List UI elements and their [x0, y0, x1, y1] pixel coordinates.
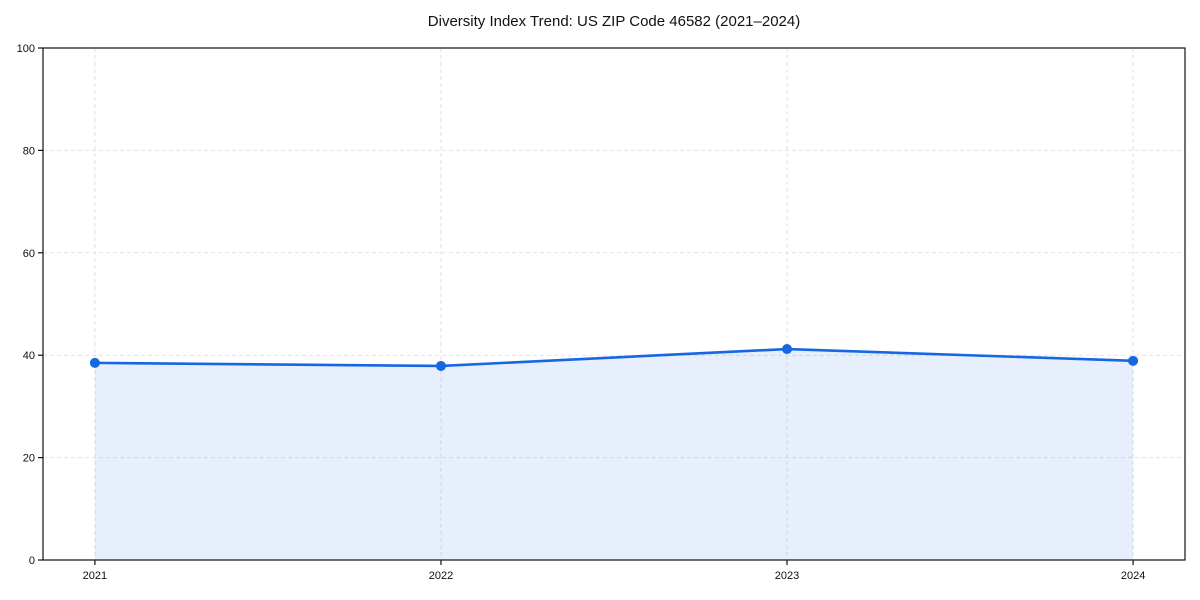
trend-line: [93, 347, 1135, 368]
x-tick-label: 2021: [83, 570, 107, 582]
x-tick-label: 2024: [1121, 570, 1145, 582]
area-fill: [94, 349, 1134, 560]
y-tick-label: 80: [23, 145, 35, 157]
x-tick-label: 2022: [429, 570, 453, 582]
y-tick-label: 0: [29, 555, 35, 567]
y-tick-label: 40: [23, 350, 35, 362]
data-point-marker: [435, 360, 446, 371]
data-point-marker: [1128, 355, 1139, 366]
x-tick-label: 2023: [775, 570, 799, 582]
data-point-marker: [782, 344, 793, 355]
chart-title: Diversity Index Trend: US ZIP Code 46582…: [427, 13, 801, 30]
y-tick-label: 100: [17, 43, 35, 55]
plot-border: [42, 47, 1186, 561]
y-tick-label: 60: [23, 248, 35, 260]
data-point-marker: [89, 357, 100, 368]
y-tick-label: 20: [23, 453, 35, 465]
